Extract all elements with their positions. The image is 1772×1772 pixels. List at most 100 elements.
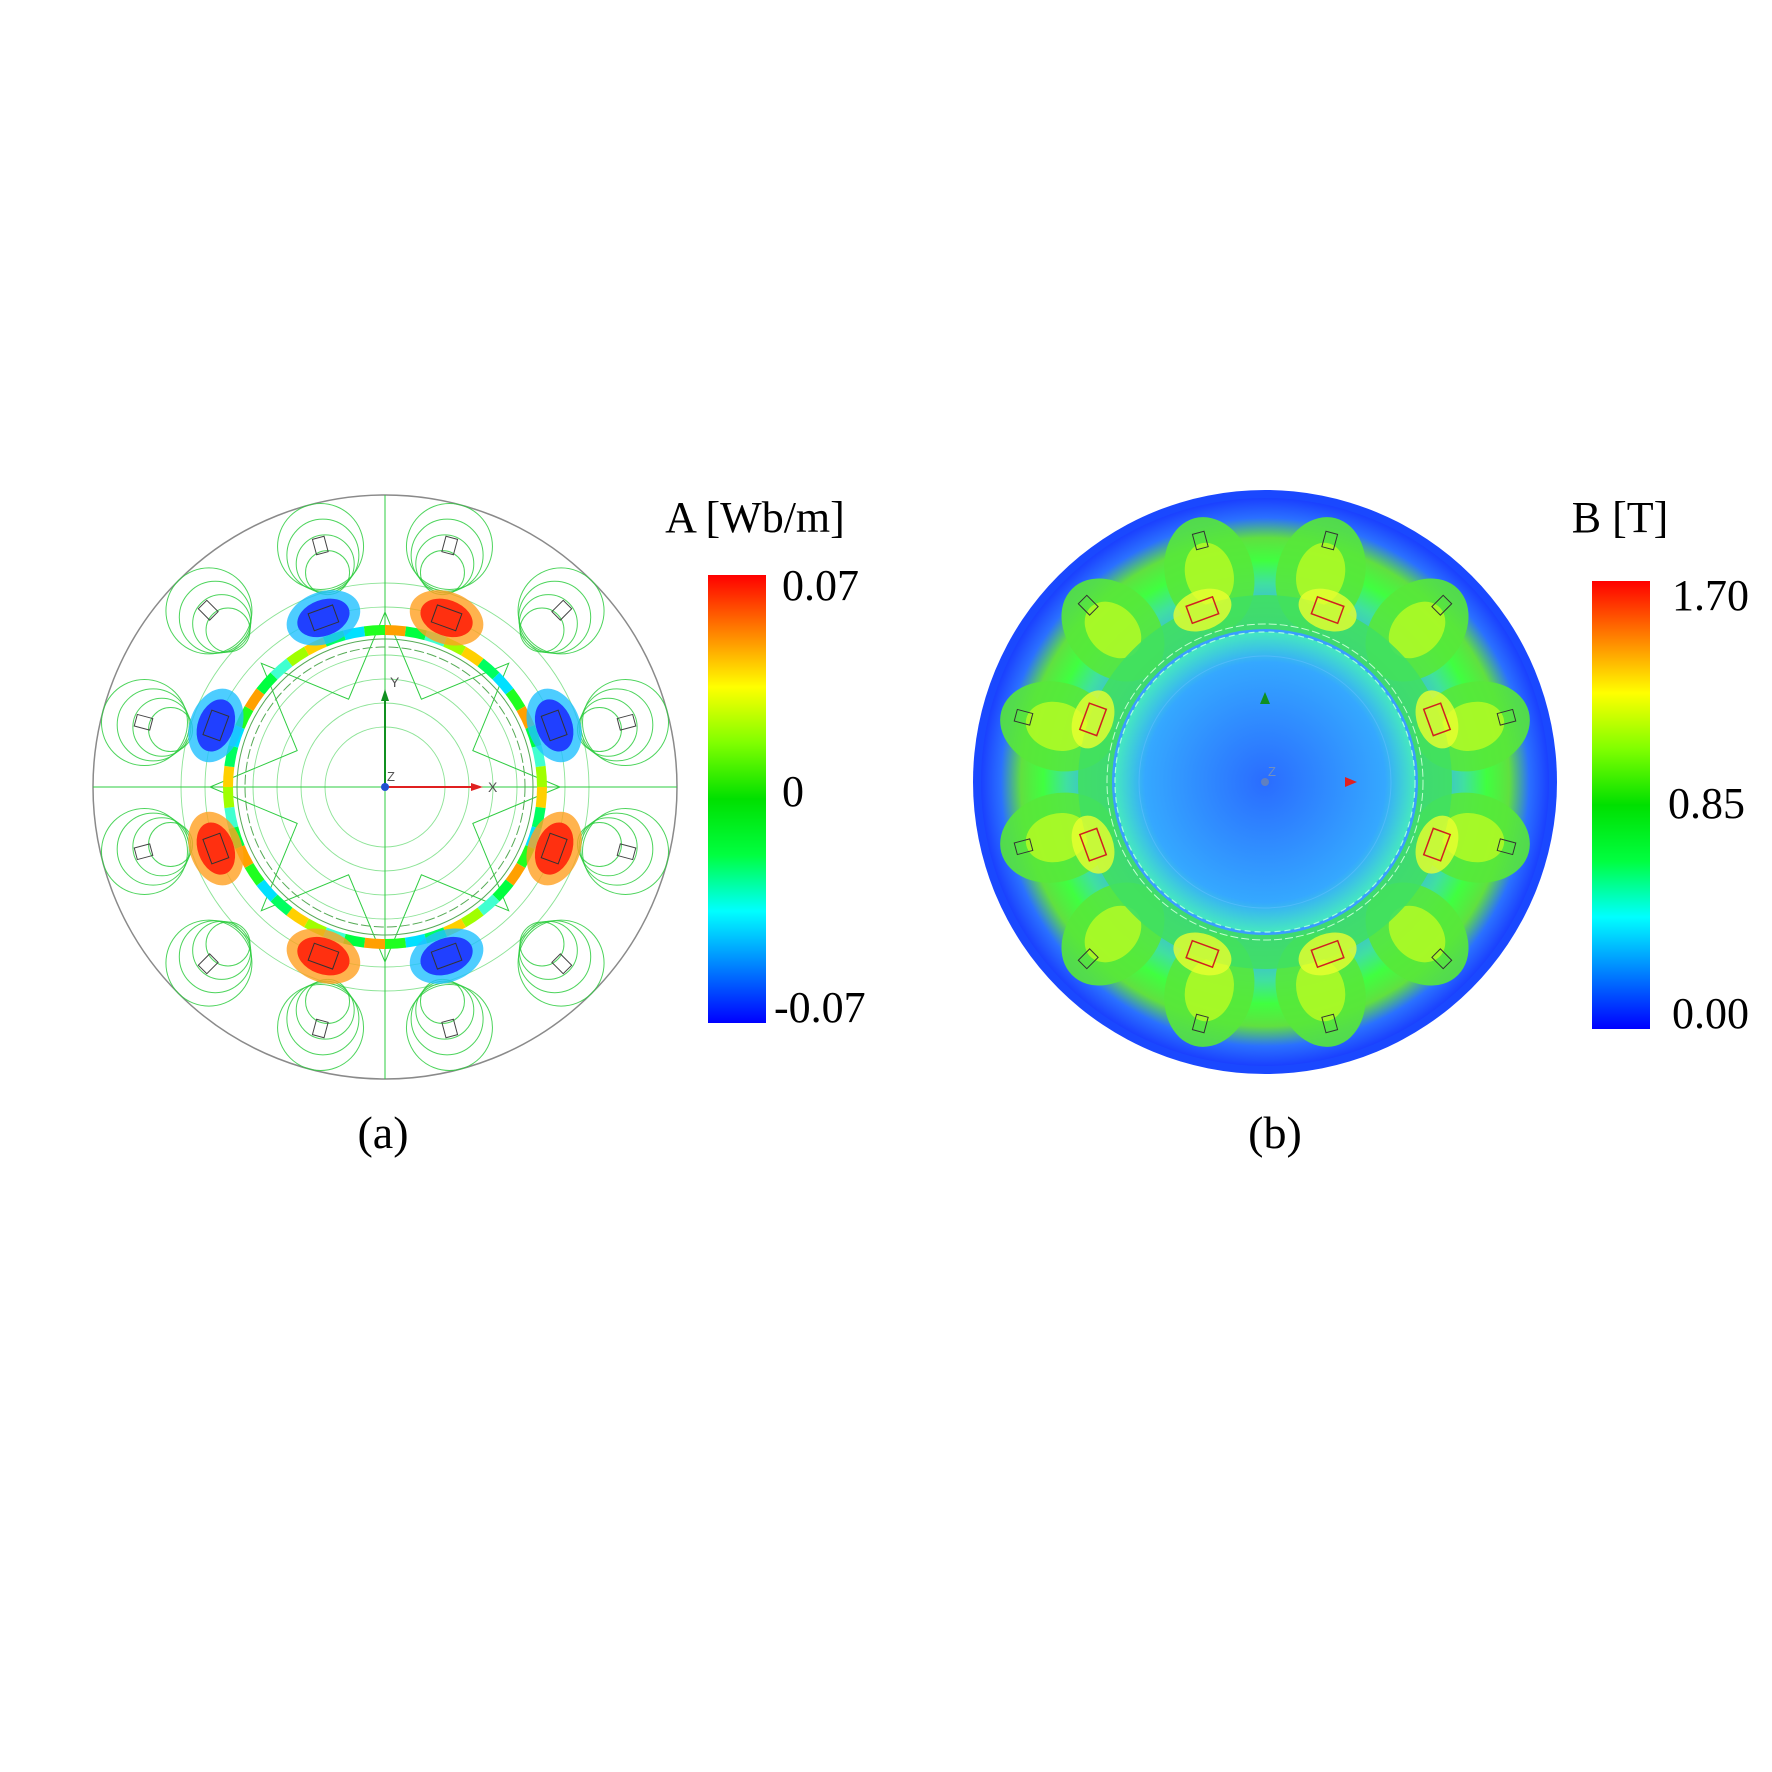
airgap-segment	[286, 646, 310, 667]
outer-slots	[133, 535, 637, 1039]
field-lobe-core	[1025, 813, 1089, 863]
panel-b-colorbar-min: 0.00	[1672, 989, 1749, 1038]
coil-outlines	[1071, 588, 1459, 976]
coil-core	[420, 598, 473, 638]
panel-a-quantity-label: A [Wb/m]	[665, 493, 845, 542]
airgap-segment	[477, 658, 500, 680]
coil-outline	[430, 942, 463, 970]
z-axis-label: Z	[387, 769, 395, 784]
coil-core	[420, 936, 473, 976]
contour-lobe	[582, 807, 670, 895]
airgap-segment	[223, 786, 235, 809]
coil-outline	[1310, 595, 1345, 625]
outer-slot	[616, 713, 637, 731]
y-axis-marker	[1260, 692, 1270, 704]
contour-lobe	[277, 502, 365, 590]
airgap-segment	[535, 786, 547, 809]
outer-slot	[1431, 594, 1453, 616]
airgap-segment	[286, 907, 310, 928]
airgap-segment	[492, 672, 514, 695]
panel-a-colorbar-min: -0.07	[774, 983, 866, 1032]
contour-lobe	[277, 984, 365, 1072]
outer-slot	[133, 843, 154, 861]
outer-slot	[1321, 1013, 1339, 1034]
panel-b-colorbar-max: 1.70	[1672, 571, 1749, 620]
rotor-outline	[1114, 631, 1416, 933]
outer-slot	[551, 953, 573, 975]
coil-core	[196, 699, 236, 752]
outer-slot	[1077, 594, 1099, 616]
airgap-segment	[505, 862, 526, 886]
field-lobe-core	[1184, 958, 1234, 1022]
contour-lobe	[100, 679, 188, 767]
outer-slot	[1013, 708, 1034, 726]
stator-band	[1078, 595, 1452, 969]
airgap-segment	[460, 646, 484, 667]
rotor-magnet-ring	[244, 646, 526, 928]
outer-slot	[1013, 838, 1034, 856]
x-axis-head	[471, 783, 483, 791]
airgap-segment	[535, 765, 547, 788]
coil-outline	[1078, 702, 1108, 737]
airgap-segment	[256, 672, 278, 695]
outer-slot	[1431, 948, 1453, 970]
airgap-segment	[244, 688, 265, 712]
field-lobe-core	[1388, 601, 1446, 659]
contour-ring	[180, 582, 590, 992]
coil-outline	[202, 832, 230, 865]
outer-slot	[1496, 708, 1517, 726]
outer-slot	[551, 599, 573, 621]
panel-a-contour-plot: X Y Z	[92, 494, 678, 1080]
outer-slot	[311, 1018, 329, 1039]
coil-glow	[1071, 815, 1115, 874]
outer-slot	[133, 713, 154, 731]
contour-lobe	[405, 984, 493, 1072]
coil-hotspots	[188, 590, 582, 984]
airgap-ring	[223, 625, 547, 949]
contour-lobe	[165, 567, 253, 655]
field-lobe-core	[1441, 813, 1505, 863]
coil-outline	[202, 709, 230, 742]
inner-rotor-outline	[1138, 655, 1392, 909]
coil-outline	[1185, 939, 1220, 969]
field-lobe-core	[1388, 905, 1446, 963]
airgap-segment	[244, 862, 265, 886]
airgap-segment	[384, 937, 407, 949]
panel-b-colorbar-mid: 0.85	[1668, 779, 1745, 828]
panel-a-colorbar-max: 0.07	[782, 561, 859, 610]
y-axis-label: Y	[390, 674, 400, 690]
coil-glow	[1298, 932, 1357, 976]
contour-lobe	[100, 807, 188, 895]
coil-outline	[1422, 827, 1452, 862]
contour-ring	[252, 654, 518, 920]
outer-slot	[1191, 1013, 1209, 1034]
field-lobe-core	[1025, 701, 1089, 751]
panel-b-colorbar	[1592, 581, 1650, 1029]
field-lobe-core	[1296, 958, 1346, 1022]
outer-slot	[441, 535, 459, 556]
coil-outline	[1078, 827, 1108, 862]
coil-outline	[307, 604, 340, 632]
outer-slot	[1077, 948, 1099, 970]
field-lobe-core	[1084, 905, 1142, 963]
airgap-segment	[270, 658, 293, 680]
coil-core	[297, 598, 350, 638]
rotor-outline	[236, 638, 534, 936]
airgap-outline	[1106, 623, 1424, 941]
field-lobe-core	[1184, 542, 1234, 606]
outer-slot	[197, 953, 219, 975]
y-axis-head	[381, 689, 389, 701]
contour-lobe	[517, 567, 605, 655]
outer-slots	[1013, 530, 1517, 1034]
airgap-segment	[477, 894, 500, 916]
panel-a-caption: (a)	[357, 1107, 408, 1158]
panel-b-quantity-label: B [T]	[1572, 493, 1669, 542]
contour-ring	[204, 606, 566, 968]
coil-outline	[540, 832, 568, 865]
coil-glow	[1071, 690, 1115, 749]
panel-a-colorbar	[708, 575, 766, 1023]
coil-glow	[1415, 815, 1459, 874]
contour-lobe	[582, 679, 670, 767]
outer-slot	[441, 1018, 459, 1039]
